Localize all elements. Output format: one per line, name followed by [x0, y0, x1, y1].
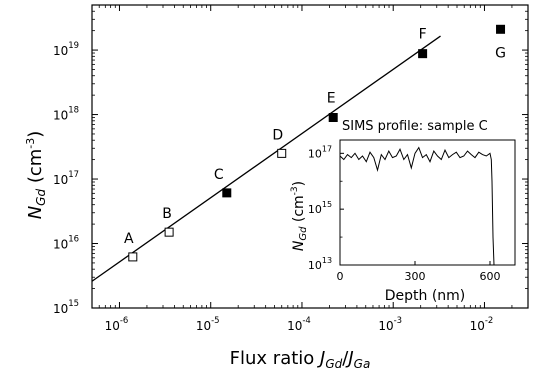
- data-point-c: [222, 188, 232, 198]
- x-label-prefix: Flux ratio: [230, 348, 320, 369]
- inset-x-axis-label: Depth (nm): [385, 288, 466, 304]
- data-point-g: [496, 24, 506, 34]
- y-tick-label: 1017: [53, 170, 79, 187]
- y-tick-label: 1018: [53, 106, 79, 123]
- main-plot-frame: [91, 4, 529, 309]
- point-label-f: F: [419, 27, 427, 43]
- x-label-slash: /: [342, 348, 349, 369]
- point-label-a: A: [124, 231, 134, 247]
- inset-ticks: 0 300 600 1013 1015 1017: [308, 144, 501, 283]
- data-point-a: [128, 252, 138, 262]
- inset-y-tick-label: 1017: [308, 144, 332, 160]
- y-label-sub: Gd: [34, 189, 48, 206]
- y-tick-label: 1019: [53, 41, 79, 58]
- y-label-n: N: [25, 206, 46, 219]
- x-axis-label: Flux ratio JGd/JGa: [230, 348, 371, 371]
- data-point-e: [328, 113, 338, 123]
- x-tick-label: 10-2: [470, 316, 494, 333]
- main-ticks: 10-6 10-5 10-4 10-3 10-2 1015 1016 1017 1018 1019: [53, 4, 529, 333]
- fit-line-segment: [91, 35, 441, 282]
- inset-x-tick-label: 600: [480, 270, 501, 283]
- x-label-sub2: Ga: [354, 357, 371, 371]
- inset-title: SIMS profile: sample C: [342, 119, 488, 134]
- fit-line: [91, 35, 441, 282]
- x-label-j1: J: [317, 348, 325, 369]
- inset-border: [339, 139, 516, 266]
- data-points: A B C D E F G: [124, 24, 506, 262]
- y-label-unit-close: ): [25, 131, 46, 138]
- data-point-f: [418, 49, 428, 59]
- x-tick-label: 10-6: [105, 316, 129, 333]
- inset-chart: SIMS profile: sample C 0 300 600 1013 1015 10…: [290, 119, 516, 304]
- x-tick-label: 10-4: [287, 316, 311, 333]
- x-tick-label: 10-5: [196, 316, 220, 333]
- point-label-g: G: [495, 45, 506, 61]
- y-tick-label: 1016: [53, 235, 79, 252]
- inset-y-tick-label: 1013: [308, 256, 332, 272]
- y-label-exp: -3: [24, 138, 37, 149]
- point-label-b: B: [162, 206, 172, 222]
- x-label-sub1: Gd: [325, 357, 342, 371]
- inset-profile-line: [339, 146, 495, 266]
- inset-x-tick-label: 300: [405, 270, 426, 283]
- inset-y-tick-label: 1015: [308, 200, 332, 216]
- data-point-b: [164, 227, 174, 237]
- x-label-j2: J: [345, 348, 353, 369]
- point-label-e: E: [327, 91, 336, 107]
- y-axis-label: NGd (cm-3): [24, 131, 48, 220]
- y-tick-label: 1015: [53, 299, 79, 316]
- point-label-d: D: [272, 127, 283, 143]
- data-point-d: [277, 148, 287, 158]
- x-tick-label: 10-3: [378, 316, 402, 333]
- point-label-c: C: [214, 167, 224, 183]
- inset-series: [339, 146, 495, 266]
- main-plot-border: [91, 4, 529, 309]
- inset-frame: [339, 139, 516, 266]
- y-label-unit-open: (cm: [25, 149, 46, 189]
- inset-y-axis-label: NGd (cm-3): [290, 181, 309, 251]
- inset-x-tick-label: 0: [337, 270, 344, 283]
